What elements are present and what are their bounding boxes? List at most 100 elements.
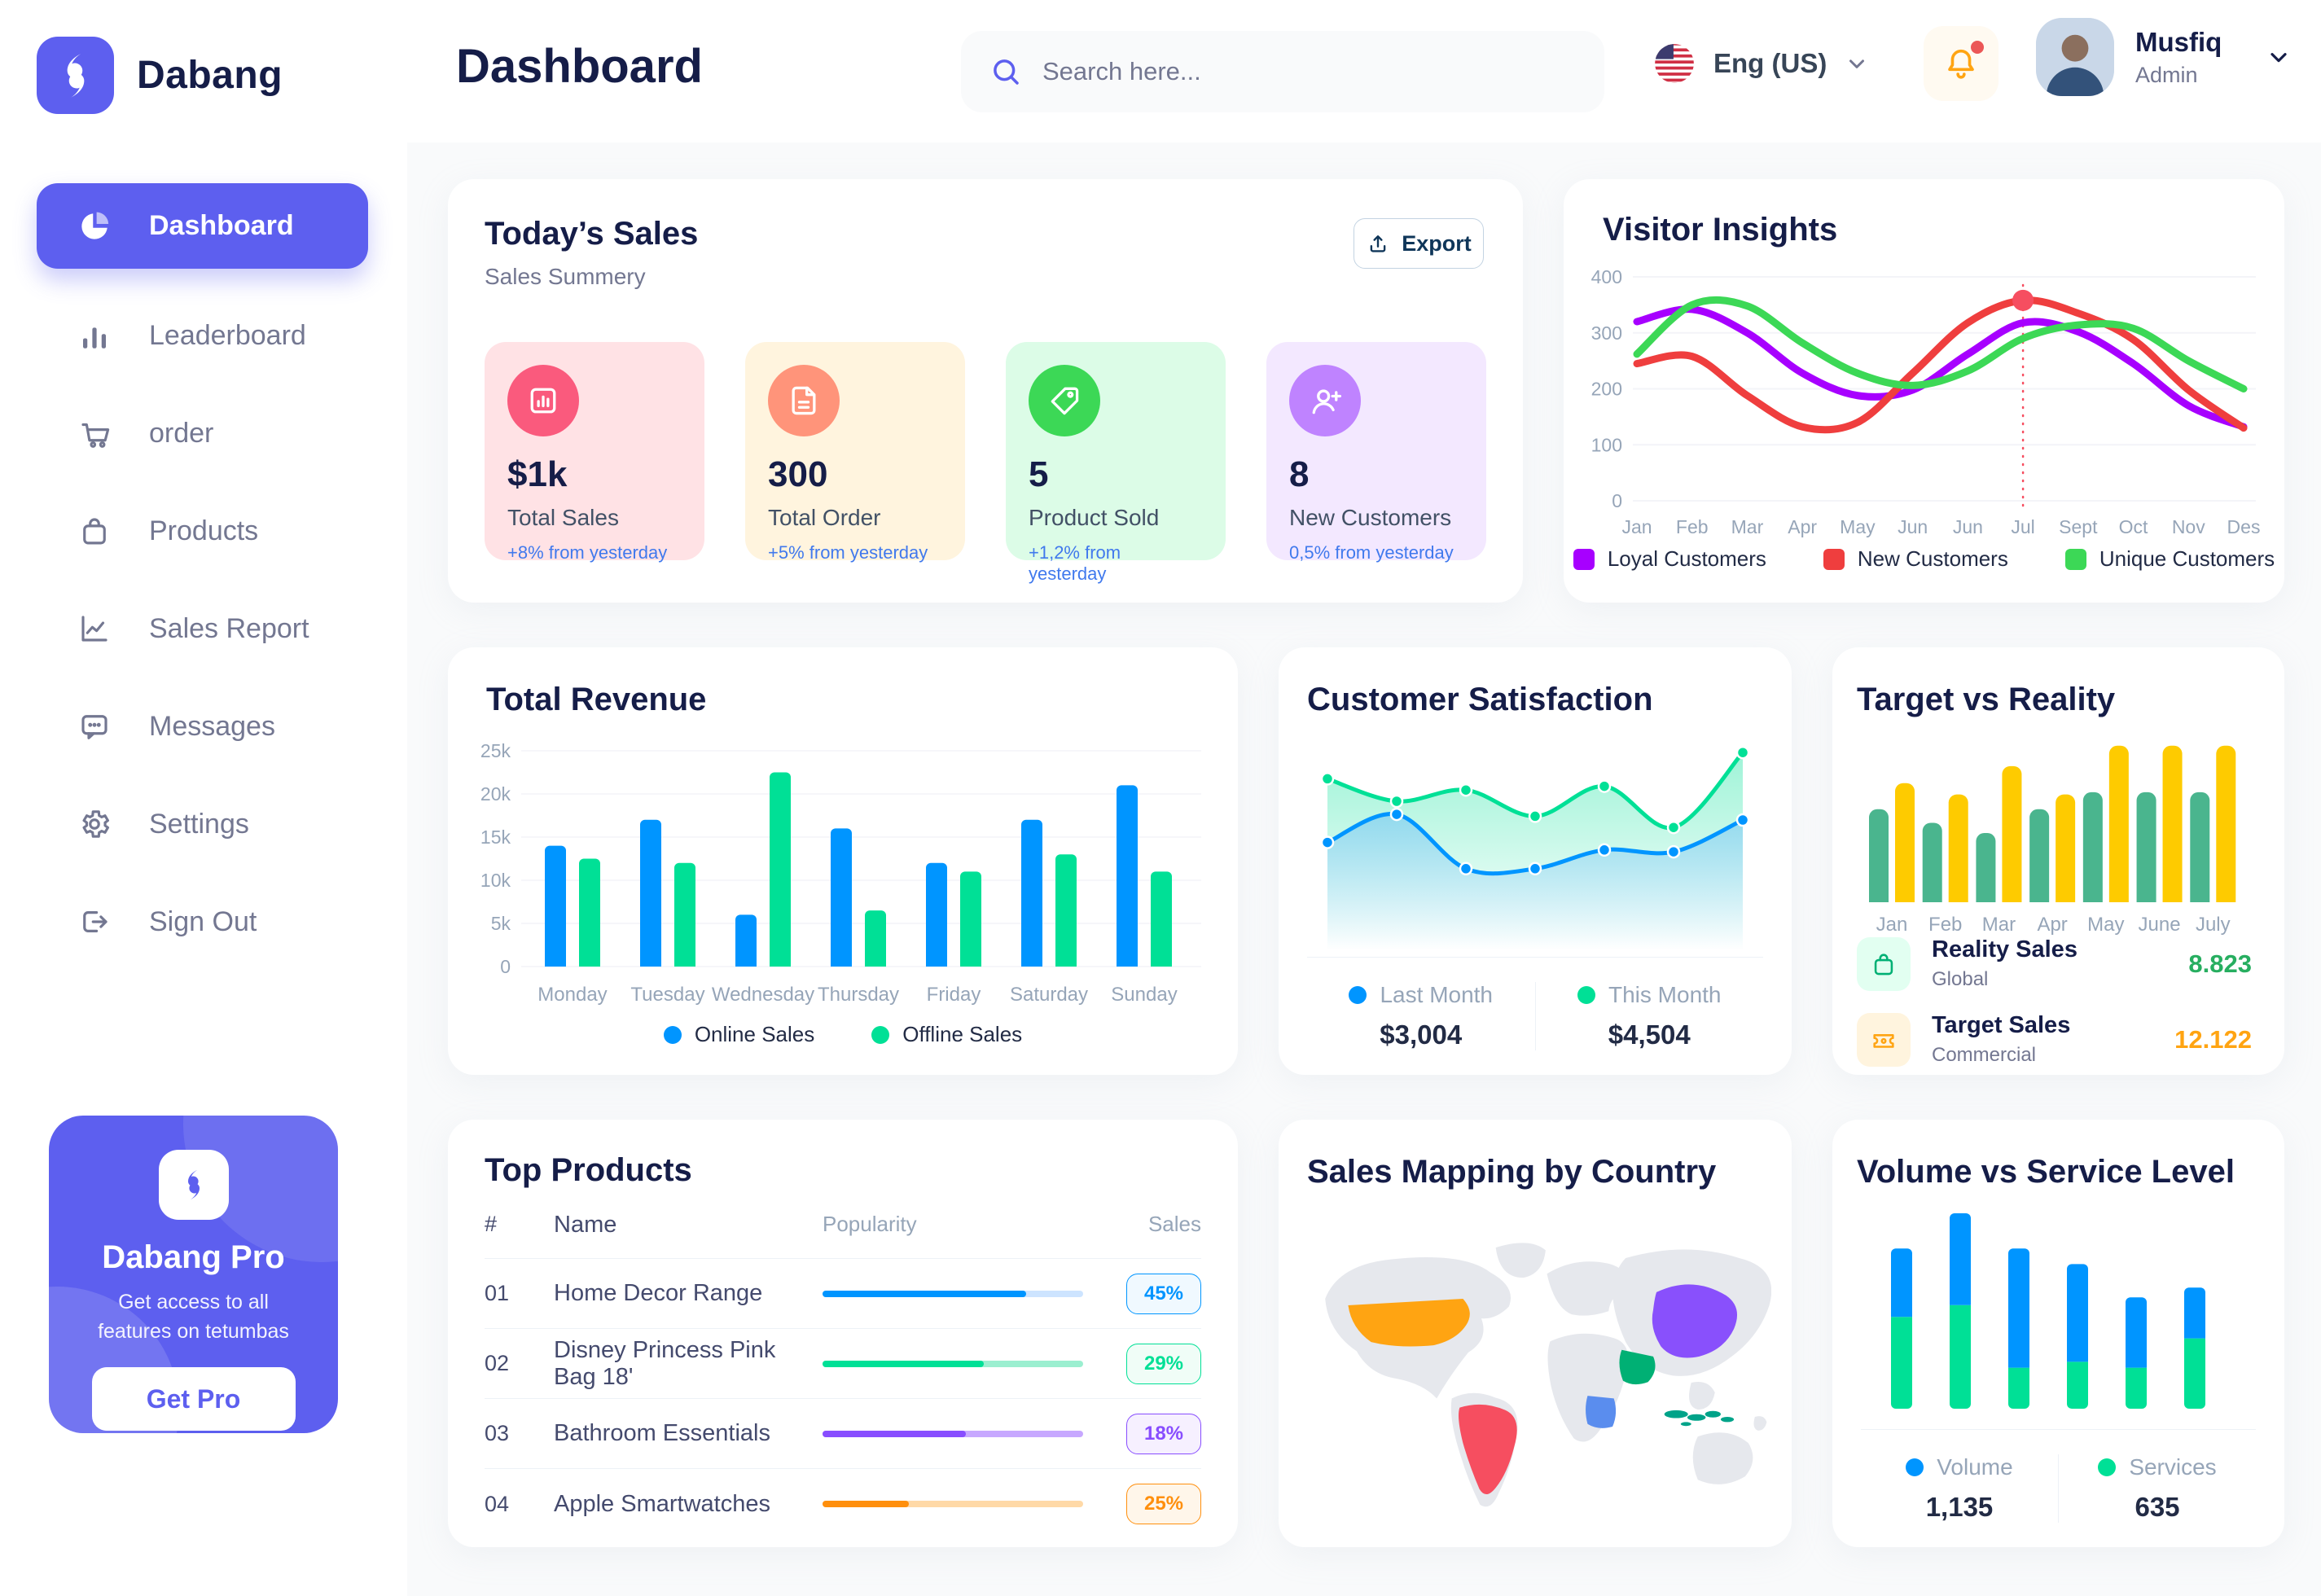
language-selector[interactable]: Eng (US)	[1653, 42, 1869, 85]
notifications-button[interactable]	[1924, 26, 1999, 101]
popularity-bar	[823, 1290, 1103, 1297]
legend-item: Online Sales	[663, 1022, 815, 1047]
sidebar-item-label: Products	[149, 515, 259, 546]
notification-badge	[1971, 41, 1984, 54]
brand: Dabang	[37, 37, 283, 114]
stat-trend: +1,2% from yesterday	[1029, 542, 1121, 584]
legend-label: New Customers	[1857, 546, 2008, 571]
customer-satisfaction-legend: Last Month $3,004 This Month $4,504	[1307, 957, 1763, 1050]
target-vs-reality-legend: Reality Sales Global 8.823 Target Sales Comm…	[1857, 936, 2260, 1088]
language-label: Eng (US)	[1713, 48, 1827, 78]
volume-vs-service-chart	[1891, 1213, 2205, 1409]
svg-text:Tuesday: Tuesday	[630, 984, 704, 1006]
search-box	[961, 31, 1604, 112]
sidebar-item-dashboard[interactable]: Dashboard	[37, 183, 368, 269]
legend-item: This Month $4,504	[1534, 982, 1764, 1050]
sales-map-title: Sales Mapping by Country	[1307, 1154, 1717, 1190]
sidebar-item-label: Messages	[149, 710, 275, 742]
pie-chart-icon	[77, 209, 112, 243]
chevron-down-icon	[1849, 59, 1865, 68]
legend-value: 8.823	[2188, 949, 2252, 978]
svg-text:Jan: Jan	[1876, 914, 1908, 935]
country-saudi-arabia[interactable]	[1619, 1349, 1656, 1385]
profile-menu[interactable]: Musfiq Admin	[2036, 18, 2292, 96]
export-button[interactable]: Export	[1354, 218, 1484, 269]
total-revenue-chart: 0 5k 10k 15k 20k 25k Monday Tuesday Wednesday Thu…	[480, 740, 1201, 1006]
sidebar-item-settings[interactable]: Settings	[0, 775, 407, 873]
legend-item: Loyal Customers	[1573, 546, 1766, 572]
sidebar-item-products[interactable]: Products	[0, 482, 407, 580]
legend-head: Last Month	[1349, 982, 1493, 1008]
svg-text:Oct: Oct	[2119, 516, 2148, 537]
legend-value: $4,504	[1608, 1019, 1691, 1050]
column-header: Name	[554, 1212, 617, 1238]
export-label: Export	[1402, 230, 1472, 256]
message-icon	[77, 709, 112, 743]
customer-satisfaction-card: Customer Satisfaction Last Month $3,004 Th…	[1279, 647, 1792, 1075]
country-indonesia[interactable]	[1664, 1410, 1735, 1427]
brand-name: Dabang	[137, 54, 283, 97]
popularity-bar	[823, 1501, 1103, 1507]
visitor-insights-chart: 0 100 200 300 400 Jan Feb Mar Apr May Jun Jun Jul Sep…	[1591, 266, 2260, 537]
country-brazil[interactable]	[1459, 1404, 1517, 1495]
sidebar-item-label: Leaderboard	[149, 319, 306, 351]
sidebar-item-sales-report[interactable]: Sales Report	[0, 580, 407, 677]
svg-text:Thursday: Thursday	[818, 984, 899, 1006]
svg-text:Mar: Mar	[1731, 516, 1764, 537]
table-row: 01 Home Decor Range 45%	[485, 1259, 1201, 1329]
legend-dot	[1349, 986, 1367, 1004]
sidebar-item-order[interactable]: order	[0, 384, 407, 482]
stat-card-product-sold: 5 Product Sold +1,2% from yesterday	[1006, 342, 1226, 584]
volume-vs-service-card: Volume vs Service Level Volume 1,135 Servi…	[1832, 1120, 2284, 1547]
country-united-states[interactable]	[1348, 1298, 1470, 1347]
legend-head: This Month	[1577, 982, 1722, 1008]
svg-text:June: June	[2139, 914, 2181, 935]
legend-dot	[663, 1025, 682, 1044]
column-header: Popularity	[823, 1212, 917, 1236]
svg-text:Saturday: Saturday	[1010, 984, 1088, 1006]
svg-text:10k: 10k	[480, 870, 511, 891]
sales-badge: 25%	[1126, 1484, 1201, 1524]
chevron-down-icon	[2271, 53, 2287, 63]
legend-item: Last Month $3,004	[1307, 982, 1535, 1050]
legend-head: Volume	[1906, 1454, 2013, 1480]
gear-icon	[77, 807, 112, 841]
country-china[interactable]	[1652, 1284, 1738, 1358]
legend-value: 1,135	[1925, 1492, 1994, 1522]
search-input[interactable]	[1042, 57, 1577, 86]
pro-upsell-card: Dabang Pro Get access to all features on…	[49, 1116, 338, 1433]
sidebar: Dabang Dashboard Leaderboard order Products…	[0, 0, 407, 1596]
sidebar-item-messages[interactable]: Messages	[0, 677, 407, 775]
highlighted-countries	[1348, 1284, 1738, 1495]
get-pro-button[interactable]: Get Pro	[91, 1367, 296, 1431]
svg-text:May: May	[1840, 516, 1876, 537]
product-num: 01	[485, 1281, 510, 1305]
svg-text:Sunday: Sunday	[1111, 984, 1177, 1006]
volume-vs-service-title: Volume vs Service Level	[1857, 1154, 2235, 1190]
svg-text:Jun: Jun	[1953, 516, 1983, 537]
svg-text:Apr: Apr	[1788, 516, 1817, 537]
legend-dot	[1906, 1458, 1924, 1476]
volume-vs-service-legend: Volume 1,135 Services 635	[1861, 1429, 2256, 1523]
svg-text:Nov: Nov	[2172, 516, 2205, 537]
top-products-header: # Name Popularity Sales	[485, 1212, 1201, 1259]
country-dr-congo[interactable]	[1586, 1396, 1617, 1428]
stat-value: 5	[1029, 454, 1049, 494]
column-header: Sales	[1147, 1212, 1201, 1236]
legend-dot	[2098, 1458, 2117, 1476]
sidebar-item-sign-out[interactable]: Sign Out	[0, 873, 407, 971]
sales-map-card: Sales Mapping by Country	[1279, 1120, 1792, 1547]
svg-text:200: 200	[1591, 379, 1622, 400]
product-name: Bathroom Essentials	[554, 1420, 770, 1446]
legend-label: Unique Customers	[2099, 546, 2275, 571]
svg-text:Jun: Jun	[1898, 516, 1928, 537]
main-content: Today’s Sales Sales Summery Export $1k To…	[407, 142, 2321, 1596]
legend-label: Online Sales	[694, 1022, 815, 1046]
sidebar-item-leaderboard[interactable]: Leaderboard	[0, 287, 407, 384]
product-name: Disney Princess Pink Bag 18'	[554, 1336, 776, 1390]
svg-text:Des: Des	[2227, 516, 2260, 537]
sales-chart-icon	[507, 365, 579, 436]
sidebar-menu: Dashboard Leaderboard order Products Sales R…	[0, 183, 407, 971]
line-chart-icon	[77, 612, 112, 646]
order-file-icon	[768, 365, 840, 436]
